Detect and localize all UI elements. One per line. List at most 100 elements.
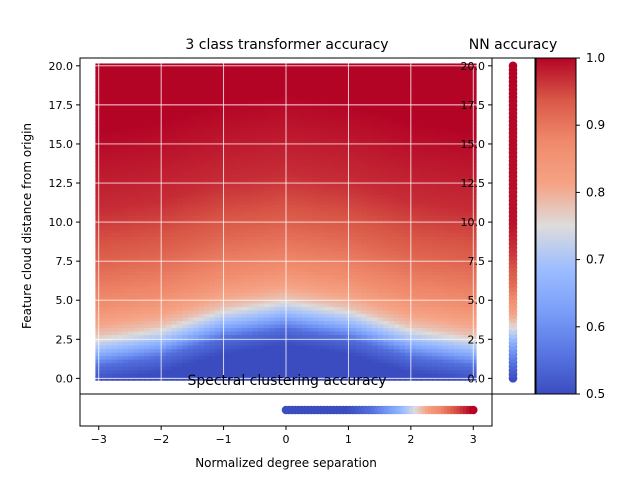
heatmap-cell — [323, 288, 331, 293]
heatmap-cell — [203, 326, 211, 332]
heatmap-cell — [355, 347, 363, 353]
heatmap-cell — [138, 326, 146, 332]
heatmap-cell — [307, 210, 314, 216]
heatmap-cell — [165, 295, 173, 300]
heatmap-cell — [182, 330, 189, 336]
heatmap-cell — [117, 193, 124, 199]
heatmap-cell — [106, 228, 113, 234]
heatmap-cell — [269, 214, 276, 220]
heatmap-cell — [111, 260, 119, 265]
heatmap-cell — [155, 319, 162, 325]
heatmap-cell — [323, 70, 331, 76]
heatmap-cell — [350, 77, 358, 83]
heatmap-cell — [312, 295, 320, 300]
heatmap-cell — [317, 144, 325, 149]
heatmap-cell — [328, 77, 336, 83]
heatmap-cell — [372, 175, 379, 181]
heatmap-cell — [155, 333, 162, 339]
heatmap-cell — [290, 281, 298, 286]
heatmap-cell — [355, 277, 363, 283]
heatmap-cell — [307, 309, 314, 315]
heatmap-cell — [187, 88, 195, 93]
heatmap-cell — [149, 358, 157, 364]
heatmap-cell — [279, 91, 287, 97]
heatmap-cell — [171, 295, 179, 300]
heatmap-cell — [372, 291, 379, 297]
heatmap-cell — [366, 260, 374, 265]
heatmap-cell — [225, 253, 233, 258]
heatmap-cell — [236, 228, 244, 234]
heatmap-cell — [258, 84, 265, 90]
heatmap-cell — [383, 123, 390, 128]
heatmap-cell — [133, 179, 141, 185]
heatmap-cell — [127, 277, 135, 283]
heatmap-cell — [149, 256, 157, 262]
heatmap-cell — [279, 172, 287, 178]
heatmap-cell — [258, 284, 265, 290]
heatmap-cell — [269, 358, 276, 364]
heatmap-cell — [231, 347, 238, 353]
heatmap-cell — [225, 175, 233, 181]
heatmap-cell — [279, 130, 287, 135]
heatmap-cell — [214, 130, 222, 135]
heatmap-cell — [100, 186, 108, 192]
heatmap-cell — [133, 288, 141, 293]
heatmap-cell — [214, 66, 222, 72]
heatmap-cell — [117, 256, 124, 262]
heatmap-cell — [106, 256, 113, 262]
heatmap-cell — [209, 323, 217, 329]
heatmap-cell — [312, 186, 320, 192]
heatmap-cell — [269, 109, 276, 114]
heatmap-cell — [372, 70, 379, 76]
heatmap-cell — [312, 284, 320, 290]
heatmap-cell — [138, 281, 146, 286]
heatmap-cell — [187, 358, 195, 364]
heatmap-cell — [279, 116, 287, 121]
heatmap-cell — [133, 147, 141, 153]
heatmap-cell — [247, 256, 255, 262]
heatmap-cell — [388, 235, 396, 241]
heatmap-cell — [296, 193, 303, 199]
heatmap-cell — [117, 298, 124, 304]
heatmap-cell — [182, 323, 189, 329]
heatmap-cell — [176, 81, 184, 86]
heatmap-cell — [106, 112, 113, 118]
heatmap-cell — [339, 98, 347, 104]
heatmap-cell — [361, 130, 369, 135]
heatmap-cell — [236, 196, 244, 202]
heatmap-cell — [307, 347, 314, 353]
heatmap-cell — [285, 147, 293, 153]
heatmap-cell — [269, 326, 276, 332]
heatmap-cell — [155, 91, 162, 97]
heatmap-cell — [100, 168, 108, 174]
heatmap-cell — [111, 172, 119, 178]
heatmap-cell — [193, 228, 200, 234]
heatmap-cell — [111, 246, 119, 251]
heatmap-cell — [285, 161, 293, 167]
heatmap-cell — [241, 221, 249, 227]
heatmap-cell — [383, 70, 390, 76]
heatmap-cell — [301, 105, 309, 111]
heatmap-cell — [307, 203, 314, 209]
heatmap-cell — [209, 298, 217, 304]
heatmap-cell — [133, 260, 141, 265]
heatmap-cell — [269, 347, 276, 353]
heatmap-cell — [301, 351, 309, 357]
heatmap-cell — [372, 267, 379, 272]
heatmap-cell — [372, 73, 379, 79]
heatmap-cell — [279, 137, 287, 142]
heatmap-cell — [247, 344, 255, 350]
heatmap-cell — [187, 147, 195, 153]
heatmap-cell — [149, 179, 157, 185]
heatmap-cell — [263, 130, 271, 135]
heatmap-cell — [328, 161, 336, 167]
heatmap-cell — [334, 319, 341, 325]
heatmap-cell — [122, 140, 130, 146]
heatmap-cell — [247, 193, 255, 199]
heatmap-cell — [312, 196, 320, 202]
heatmap-cell — [296, 253, 303, 258]
heatmap-cell — [307, 242, 314, 248]
heatmap-cell — [252, 298, 260, 304]
heatmap-cell — [383, 253, 390, 258]
heatmap-cell — [350, 175, 358, 181]
